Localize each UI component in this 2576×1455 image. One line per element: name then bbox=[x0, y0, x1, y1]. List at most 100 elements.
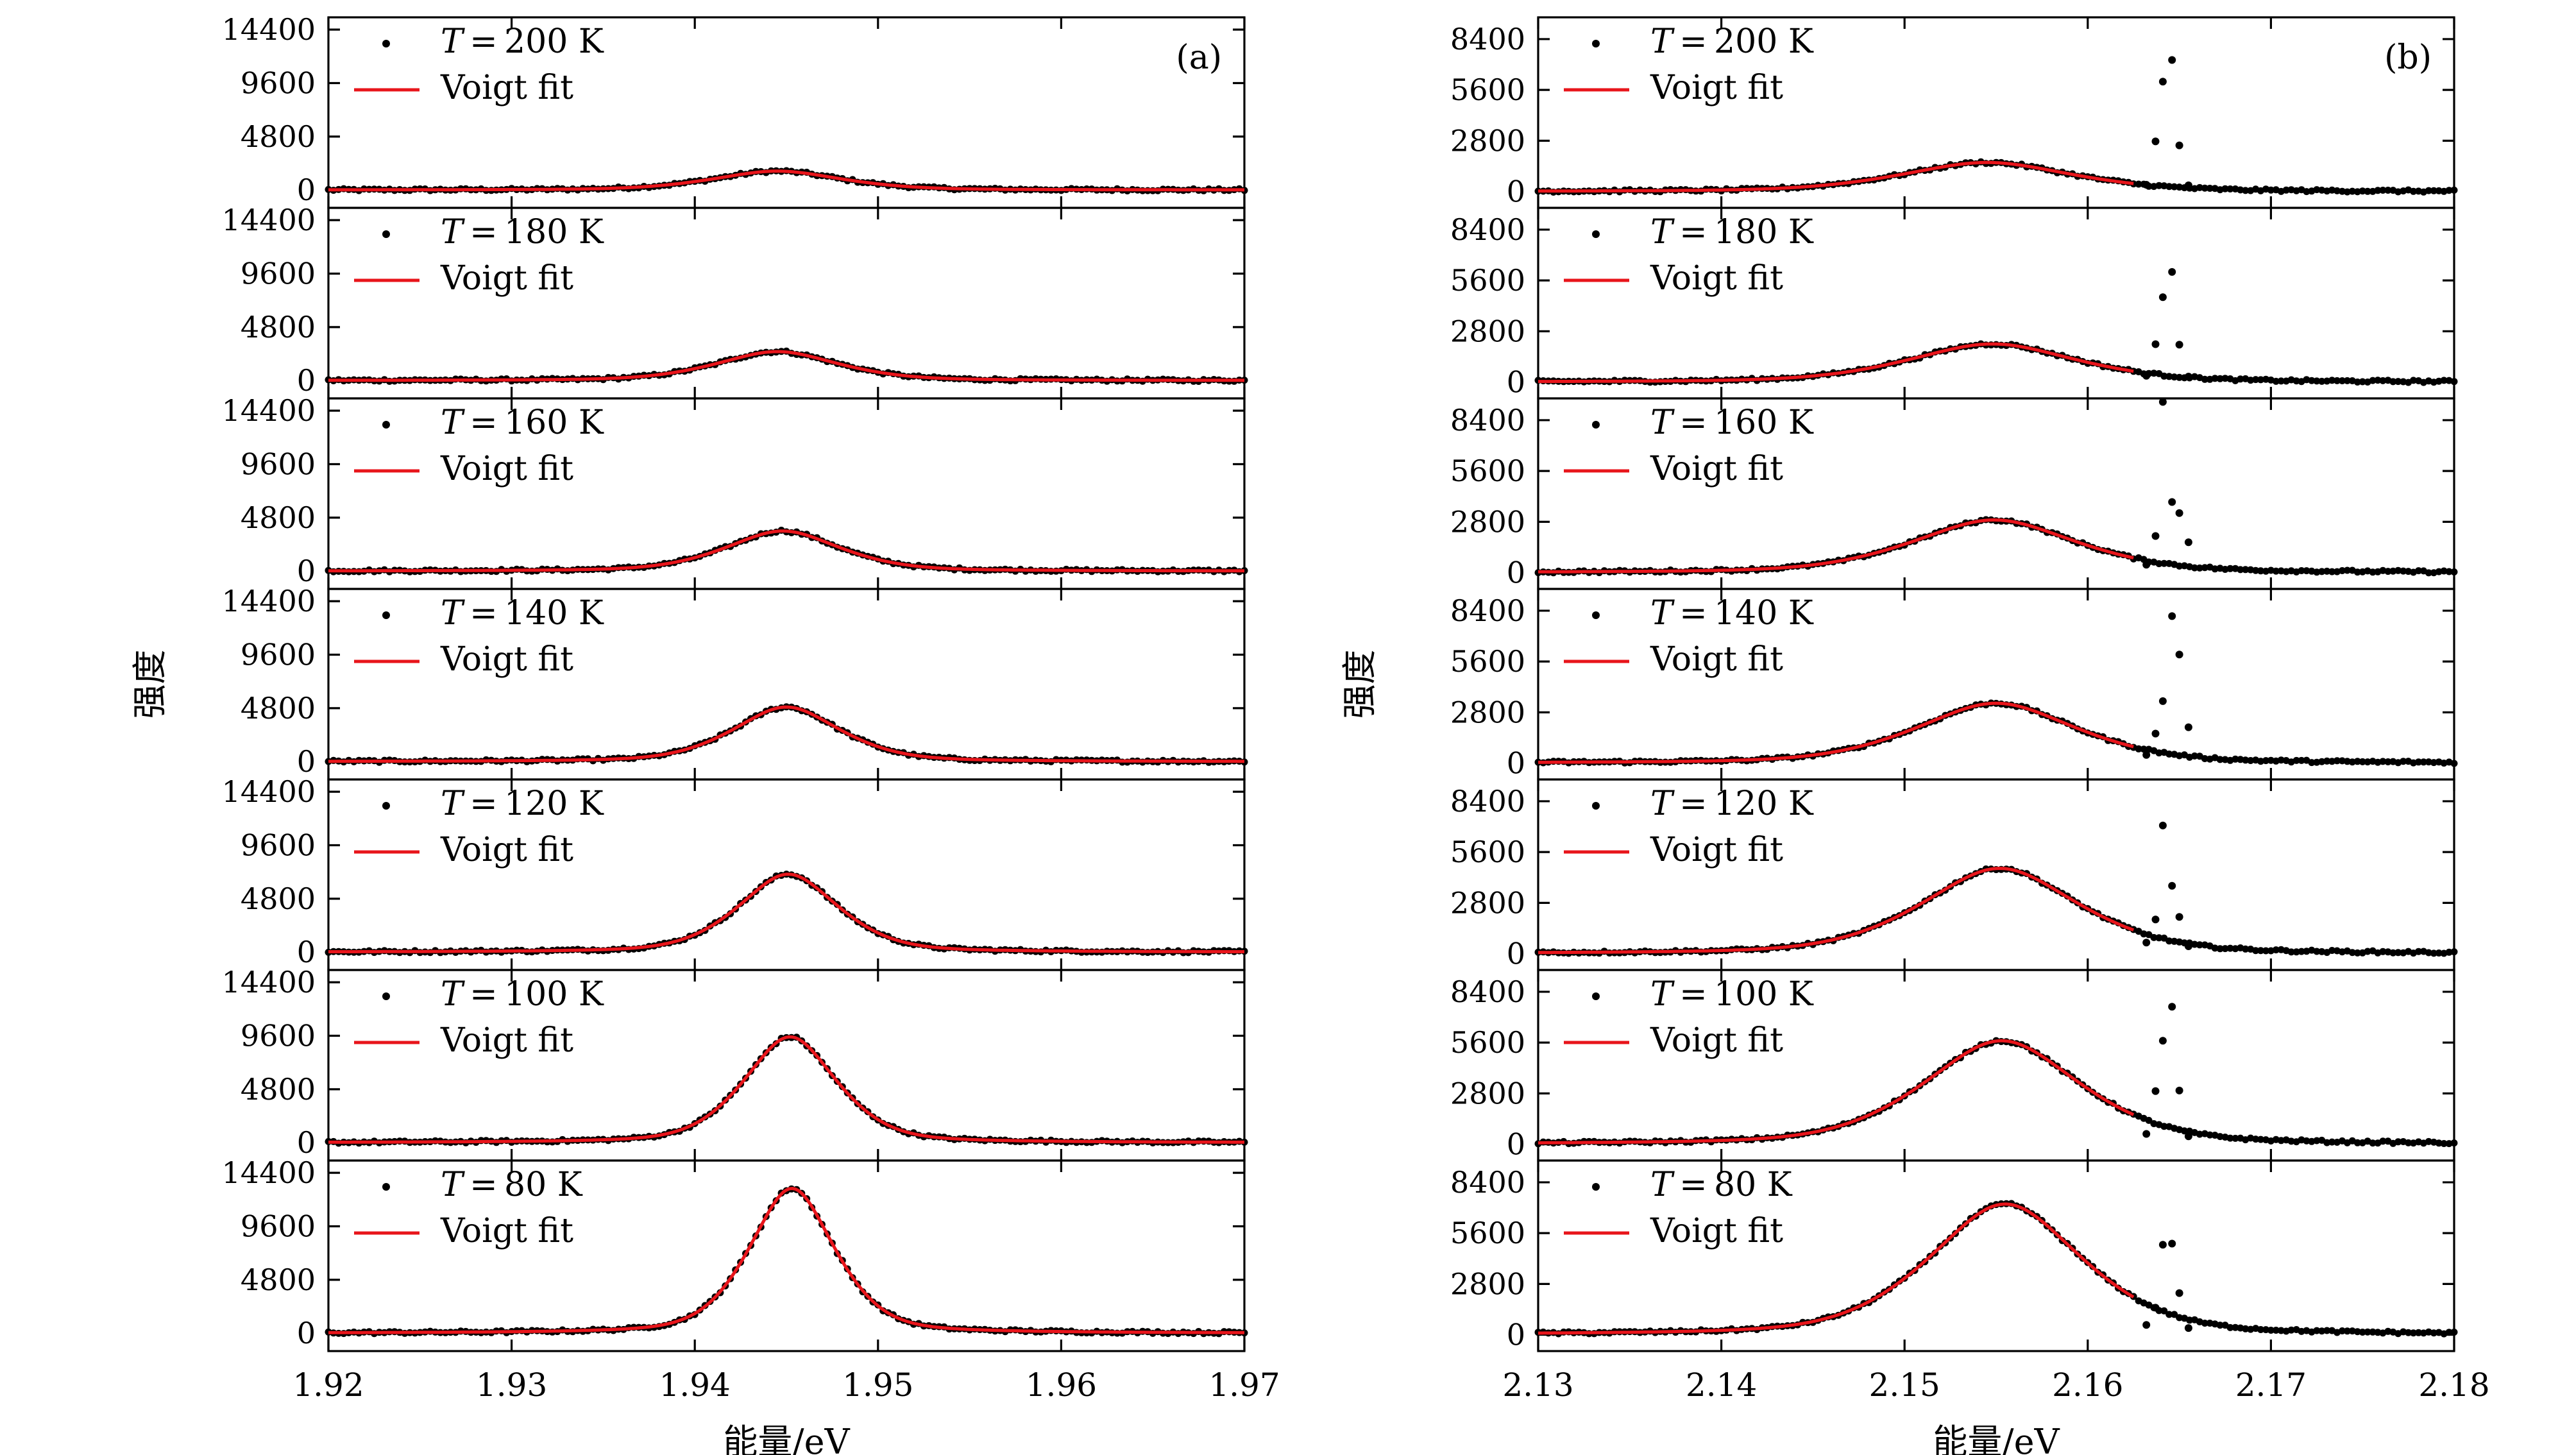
data-point bbox=[2201, 564, 2208, 572]
data-point bbox=[2287, 1326, 2295, 1334]
data-point bbox=[2262, 757, 2269, 765]
legend-equals: = bbox=[1673, 213, 1714, 251]
sharp-peak-point bbox=[2184, 1132, 2192, 1141]
data-point bbox=[2252, 376, 2260, 384]
data-point bbox=[2364, 187, 2371, 195]
sharp-peak-point bbox=[2184, 538, 2192, 547]
legend-T-symbol: T bbox=[1650, 404, 1675, 442]
legend-dot-marker bbox=[1592, 992, 1600, 1000]
legend-T-symbol: T bbox=[1650, 213, 1675, 251]
data-point bbox=[2430, 1329, 2437, 1337]
y-axis-title: 强度 bbox=[1339, 650, 1380, 719]
x-tick-label: 1.95 bbox=[842, 1366, 913, 1404]
data-point bbox=[2257, 376, 2264, 384]
data-point bbox=[2328, 377, 2336, 384]
sharp-peak-point bbox=[2142, 371, 2151, 380]
data-point bbox=[2135, 180, 2142, 188]
sharp-peak-point bbox=[2175, 1086, 2183, 1094]
voigt-fit-line bbox=[1538, 342, 2134, 384]
legend-temperature-label: T = 120 K bbox=[1650, 785, 1814, 823]
y-tick-label: 5600 bbox=[1450, 1025, 1525, 1060]
legend-equals: = bbox=[463, 594, 504, 633]
subplot: 0 4800 9600 14400 T = 140 K Voigt fit bbox=[222, 584, 1248, 781]
legend-temperature-label: T = 200 K bbox=[441, 22, 604, 61]
data-point bbox=[2364, 948, 2371, 955]
sharp-peak-point bbox=[2151, 340, 2160, 348]
y-tick-label: 4800 bbox=[241, 1072, 316, 1107]
sharp-peak-point bbox=[2158, 78, 2167, 86]
voigt-fit-line bbox=[328, 529, 1244, 573]
data-points bbox=[325, 1185, 1248, 1338]
data-point bbox=[2435, 949, 2443, 957]
data-point bbox=[2410, 377, 2417, 384]
data-point bbox=[2272, 946, 2280, 954]
data-point bbox=[2242, 756, 2250, 764]
x-tick-label: 2.17 bbox=[2235, 1366, 2307, 1404]
sharp-peak-point bbox=[2184, 1324, 2192, 1332]
data-point bbox=[2308, 759, 2316, 767]
y-tick-label: 5600 bbox=[1450, 835, 1525, 869]
data-point bbox=[2226, 185, 2234, 192]
legend-equals: = bbox=[1673, 975, 1714, 1014]
data-point bbox=[2450, 186, 2458, 194]
subplot-frame bbox=[327, 1159, 1246, 1352]
data-point bbox=[2450, 1139, 2458, 1147]
sharp-peak-point bbox=[2142, 751, 2151, 759]
legend-temperature-label: T = 80 K bbox=[1650, 1166, 1793, 1204]
y-tick-label: 14400 bbox=[222, 584, 316, 618]
sharp-peak-point bbox=[2168, 56, 2176, 64]
data-point bbox=[2267, 1327, 2275, 1334]
data-point bbox=[2196, 183, 2203, 191]
data-point bbox=[2257, 947, 2264, 955]
data-point bbox=[2287, 948, 2295, 956]
data-point bbox=[2445, 568, 2453, 575]
y-tick-label: 8400 bbox=[1450, 1165, 1525, 1200]
data-point bbox=[2425, 569, 2432, 577]
legend-unit: K bbox=[568, 975, 604, 1014]
data-point bbox=[2155, 560, 2163, 568]
y-tick-label: 8400 bbox=[1450, 22, 1525, 56]
data-point bbox=[2415, 758, 2422, 766]
legend-equals: = bbox=[1673, 785, 1714, 823]
legend-unit: K bbox=[1777, 785, 1814, 823]
y-tick-label: 4800 bbox=[241, 310, 316, 345]
sharp-peak-point bbox=[2142, 1321, 2151, 1329]
y-tick-label: 8400 bbox=[1450, 403, 1525, 438]
y-tick-label: 9600 bbox=[241, 637, 316, 672]
legend-dot-marker bbox=[1592, 421, 1600, 429]
data-points bbox=[325, 703, 1248, 766]
legend-fit-label: Voigt fit bbox=[1650, 69, 1783, 107]
data-point bbox=[2384, 758, 2392, 765]
legend-temperature-value: 100 bbox=[504, 975, 568, 1014]
sharp-peak-point bbox=[2175, 651, 2183, 659]
subplot: 0 4800 9600 14400 T = 120 K Voigt fit bbox=[222, 774, 1248, 971]
data-point bbox=[2165, 1311, 2173, 1318]
sharp-peak-point bbox=[2158, 1037, 2167, 1045]
voigt-fit-line bbox=[1538, 1039, 2135, 1144]
data-point bbox=[2400, 567, 2407, 575]
x-tick-label: 1.93 bbox=[476, 1366, 547, 1404]
data-point bbox=[2206, 1131, 2214, 1139]
voigt-fit-line bbox=[1538, 867, 2135, 955]
data-point bbox=[2374, 377, 2382, 384]
data-point bbox=[2165, 750, 2173, 758]
data-point bbox=[2155, 182, 2163, 189]
legend-unit: K bbox=[1756, 1166, 1793, 1204]
panel-label: (a) bbox=[1176, 38, 1222, 77]
y-tick-label: 0 bbox=[1507, 365, 1525, 400]
sharp-peak-point bbox=[2184, 373, 2192, 380]
y-tick-label: 14400 bbox=[222, 203, 316, 237]
data-point bbox=[2323, 757, 2331, 765]
legend-T-symbol: T bbox=[441, 213, 465, 251]
data-point bbox=[2425, 758, 2432, 766]
legend-temperature-value: 100 bbox=[1714, 975, 1777, 1014]
data-point bbox=[2313, 377, 2321, 385]
data-point bbox=[2450, 568, 2458, 575]
data-point bbox=[2313, 1327, 2321, 1334]
data-point bbox=[2226, 1134, 2234, 1142]
legend-T-symbol: T bbox=[441, 975, 465, 1014]
subplot: 0 4800 9600 14400 T = 100 K Voigt fit bbox=[222, 965, 1248, 1162]
data-point bbox=[2440, 1140, 2448, 1147]
data-point bbox=[2201, 375, 2208, 383]
data-point bbox=[2389, 949, 2397, 957]
